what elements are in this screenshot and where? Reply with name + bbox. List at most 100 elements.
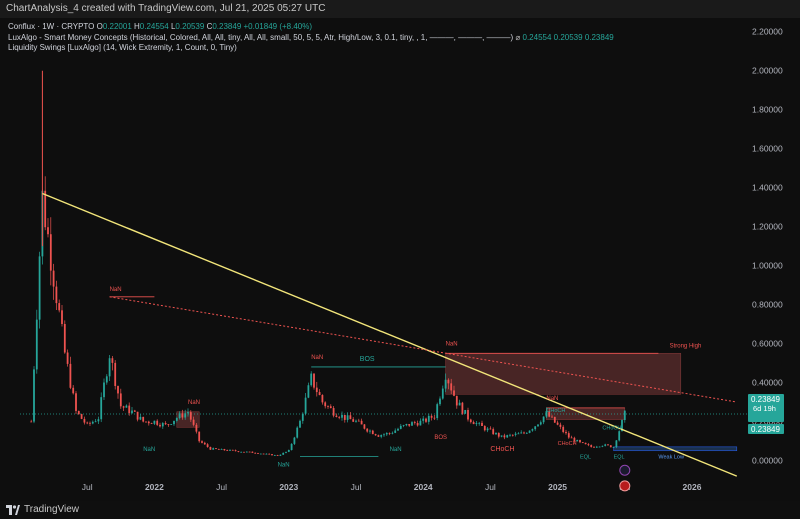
symbol-name: Conflux · 1W · CRYPTO <box>8 22 95 31</box>
nan-label: NaN <box>446 342 458 348</box>
chart-area[interactable]: 2.20000 2.00000 1.80000 1.60000 1.40000 1.200… <box>0 18 800 501</box>
candle-body <box>313 373 315 388</box>
chart-legend: Conflux · 1W · CRYPTO O0.22001 H0.24554 … <box>8 22 614 54</box>
nan-label: NaN <box>311 355 323 361</box>
candle-body <box>503 435 506 438</box>
candle-body <box>464 410 467 414</box>
candle-body <box>514 433 517 435</box>
candle-body <box>254 452 257 454</box>
candle-body <box>511 434 514 436</box>
candle-body <box>587 444 590 446</box>
open-label: O <box>96 22 103 31</box>
tradingview-logo[interactable]: TradingView <box>6 504 79 515</box>
candle-body <box>556 422 559 425</box>
candle-body <box>195 424 198 432</box>
candle-body <box>461 402 464 414</box>
candle-body <box>618 431 621 441</box>
candle-body <box>187 412 189 414</box>
candle-body <box>142 416 145 422</box>
candle-body <box>444 379 447 389</box>
candle-body <box>436 404 439 419</box>
candle-body <box>175 418 178 421</box>
candle-body <box>553 416 556 423</box>
candle-body <box>467 410 469 420</box>
candle-body <box>285 451 287 453</box>
candle-body <box>63 323 66 353</box>
candle-body <box>329 406 332 409</box>
candle-body <box>590 445 593 447</box>
candle-body <box>257 453 259 454</box>
candle-body <box>114 362 117 387</box>
indicator-smc-value-3: 0.23849 <box>584 32 614 42</box>
candle-body <box>203 442 206 445</box>
open-value: 0.22001 <box>102 22 132 31</box>
candle-body <box>47 227 49 235</box>
y-tick-label: 0.80000 <box>752 300 783 310</box>
candle-body <box>170 424 173 425</box>
legend-indicator-liquidity[interactable]: Liquidity Swings [LuxAlgo] (14, Wick Ext… <box>8 43 614 54</box>
candle-body <box>391 432 394 434</box>
candle-body <box>422 418 425 421</box>
nan-label: NaN <box>143 447 155 453</box>
candle-body <box>139 416 142 420</box>
candle-body <box>525 432 528 434</box>
candle-body <box>122 406 125 408</box>
candle-body <box>66 352 69 364</box>
legend-symbol-row[interactable]: Conflux · 1W · CRYPTO O0.22001 H0.24554 … <box>8 22 614 33</box>
candle-body <box>61 310 63 324</box>
candle-body <box>164 423 167 425</box>
candle-body <box>394 430 397 433</box>
candle-body <box>615 440 618 448</box>
eql-label: EQL <box>614 455 625 461</box>
candle-body <box>212 448 215 450</box>
candle-body <box>604 444 607 446</box>
candle-body <box>360 420 363 425</box>
candle-body <box>315 387 318 393</box>
candle-body <box>481 422 483 426</box>
y-tick-label: 2.00000 <box>752 66 783 76</box>
candle-body <box>609 445 612 448</box>
candle-body <box>562 426 565 432</box>
candle-body <box>427 415 430 422</box>
candle-body <box>100 397 103 420</box>
candle-body <box>237 451 240 452</box>
candle-body <box>35 319 38 370</box>
candle-body <box>223 449 226 451</box>
candle-body <box>287 450 290 452</box>
candle-body <box>248 451 251 453</box>
candle-body <box>178 413 181 419</box>
candle-body <box>231 449 234 451</box>
candle-body <box>271 454 273 456</box>
title-bar: ChartAnalysis_4 created with TradingView… <box>0 0 800 18</box>
candle-body <box>150 423 153 425</box>
indicator-smc-label: LuxAlgo - Smart Money Concepts (Historic… <box>8 32 514 42</box>
y-tick-label: 0.40000 <box>752 378 783 388</box>
candle-body <box>623 410 626 421</box>
candle-body <box>453 390 455 396</box>
legend-indicator-smc[interactable]: LuxAlgo - Smart Money Concepts (Historic… <box>8 33 614 44</box>
candle-body <box>548 411 551 417</box>
candle-body <box>509 434 511 436</box>
candle-body <box>469 419 472 423</box>
candle-body <box>234 450 237 452</box>
eye-off-icon[interactable]: ⌀ <box>515 32 523 42</box>
y-tick-label: 0.00000 <box>752 456 783 466</box>
candle-body <box>55 286 58 304</box>
candle-body <box>147 421 150 424</box>
candle-body <box>523 432 525 434</box>
candle-body <box>243 451 245 453</box>
candle-body <box>338 417 341 418</box>
candle-body <box>528 430 531 433</box>
price-chart[interactable]: 2.20000 2.00000 1.80000 1.60000 1.40000 1.200… <box>0 18 800 501</box>
candle-body <box>133 410 136 412</box>
candle-body <box>335 415 338 418</box>
candle-body <box>537 424 539 427</box>
candle-body <box>161 423 164 427</box>
candle-body <box>371 430 374 435</box>
candle-body <box>83 418 86 423</box>
candle-body <box>273 455 276 456</box>
brand-name: TradingView <box>24 504 80 515</box>
close-label: C <box>206 22 213 31</box>
candle-body <box>447 379 450 384</box>
candle-body <box>408 423 411 426</box>
